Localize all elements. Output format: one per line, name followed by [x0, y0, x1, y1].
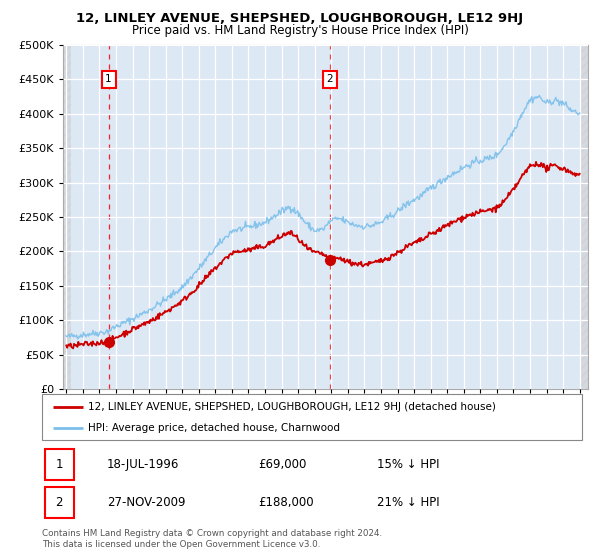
- Text: Contains HM Land Registry data © Crown copyright and database right 2024.
This d: Contains HM Land Registry data © Crown c…: [42, 529, 382, 549]
- Text: £69,000: £69,000: [258, 458, 307, 472]
- Text: £188,000: £188,000: [258, 496, 314, 509]
- Text: 2: 2: [326, 74, 333, 84]
- Text: 12, LINLEY AVENUE, SHEPSHED, LOUGHBOROUGH, LE12 9HJ (detached house): 12, LINLEY AVENUE, SHEPSHED, LOUGHBOROUG…: [88, 402, 496, 412]
- Text: HPI: Average price, detached house, Charnwood: HPI: Average price, detached house, Char…: [88, 423, 340, 433]
- Text: Price paid vs. HM Land Registry's House Price Index (HPI): Price paid vs. HM Land Registry's House …: [131, 24, 469, 37]
- FancyBboxPatch shape: [45, 487, 74, 518]
- Text: 1: 1: [56, 458, 63, 472]
- Text: 18-JUL-1996: 18-JUL-1996: [107, 458, 179, 472]
- Text: 15% ↓ HPI: 15% ↓ HPI: [377, 458, 439, 472]
- Text: 1: 1: [105, 74, 112, 84]
- Text: 27-NOV-2009: 27-NOV-2009: [107, 496, 185, 509]
- Text: 12, LINLEY AVENUE, SHEPSHED, LOUGHBOROUGH, LE12 9HJ: 12, LINLEY AVENUE, SHEPSHED, LOUGHBOROUG…: [76, 12, 524, 25]
- Text: 2: 2: [56, 496, 63, 509]
- Text: 21% ↓ HPI: 21% ↓ HPI: [377, 496, 439, 509]
- FancyBboxPatch shape: [45, 449, 74, 480]
